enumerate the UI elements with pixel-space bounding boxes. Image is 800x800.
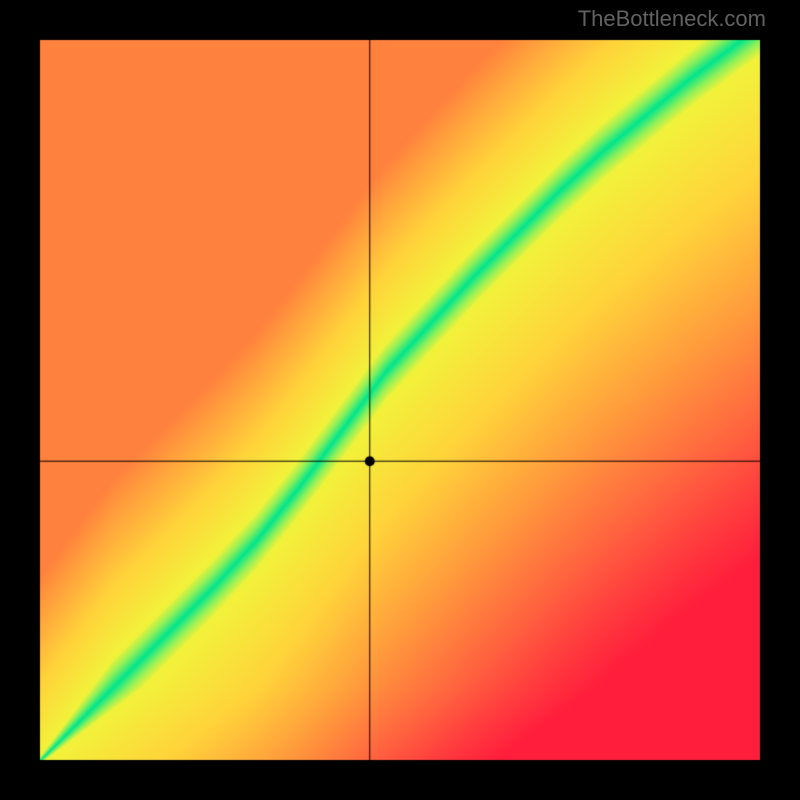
watermark-text: TheBottleneck.com <box>578 6 766 32</box>
bottleneck-heatmap <box>0 0 800 800</box>
